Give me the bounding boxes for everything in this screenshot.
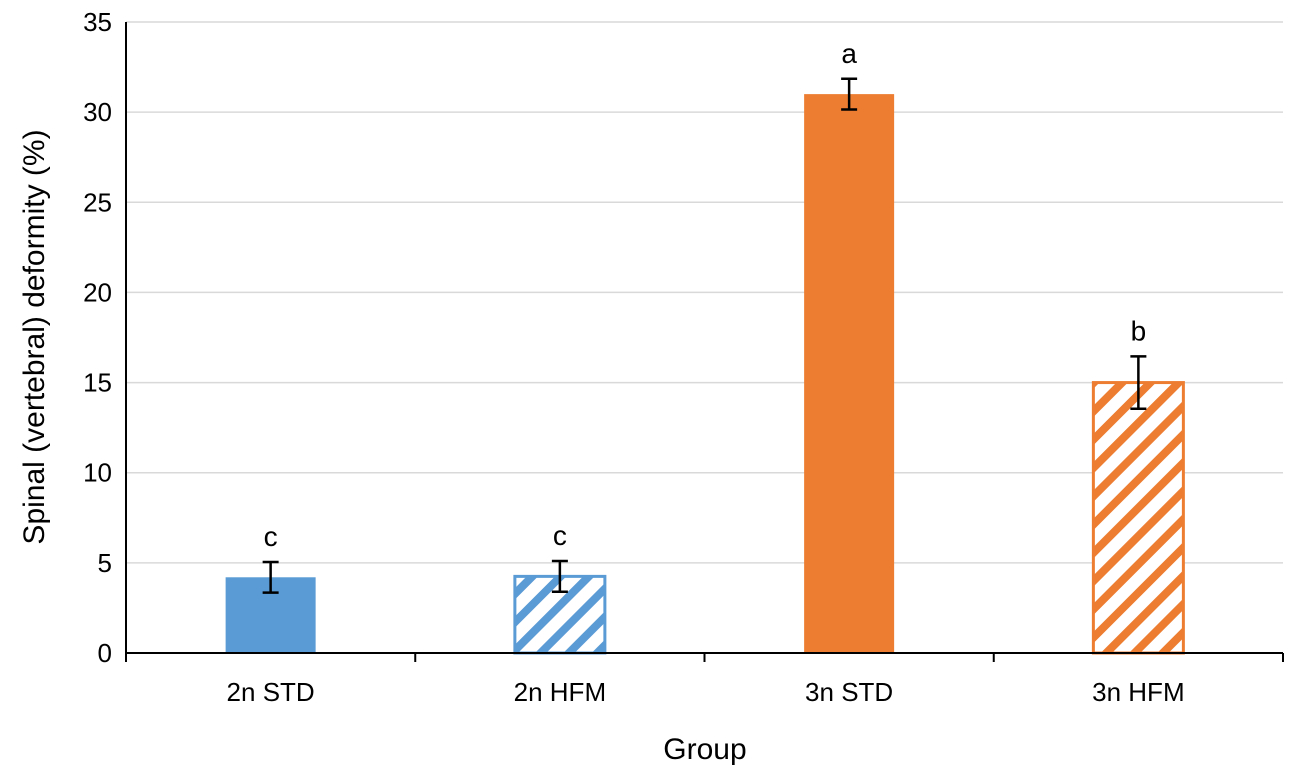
y-tick-label: 35 (83, 7, 112, 37)
y-tick-label: 30 (83, 97, 112, 127)
y-axis-title: Spinal (vertebral) deformity (%) (18, 129, 51, 544)
error-bar (841, 77, 858, 111)
x-tick-label: 2n STD (227, 677, 315, 707)
y-tick-label: 25 (83, 187, 112, 217)
x-tick-label: 3n HFM (1092, 677, 1184, 707)
y-tick-label: 15 (83, 368, 112, 398)
significance-label: a (841, 38, 857, 69)
bar-3n-hfm (1091, 381, 1185, 655)
error-bar (262, 560, 279, 594)
labels: 0 5 10 15 20 25 30 35 c 2n STD c 2n HFM a 3n STD b 3n H… (83, 7, 1185, 707)
error-bar (1130, 355, 1147, 410)
y-tick-label: 10 (83, 458, 112, 488)
y-tick-label: 5 (98, 548, 112, 578)
significance-label: b (1131, 315, 1147, 346)
bars (225, 77, 1185, 655)
bar-3n-std (804, 94, 895, 654)
y-tick-label: 0 (98, 638, 112, 668)
significance-label: c (264, 521, 278, 552)
bar-2n-hfm (513, 574, 607, 655)
significance-label: c (553, 520, 567, 551)
x-axis-title: Group (663, 733, 746, 766)
x-tick-label: 3n STD (805, 677, 893, 707)
y-tick-label: 20 (83, 277, 112, 307)
x-tick-label: 2n HFM (514, 677, 606, 707)
error-bar (551, 559, 568, 593)
gridlines (126, 21, 1283, 564)
axes (125, 22, 1284, 662)
